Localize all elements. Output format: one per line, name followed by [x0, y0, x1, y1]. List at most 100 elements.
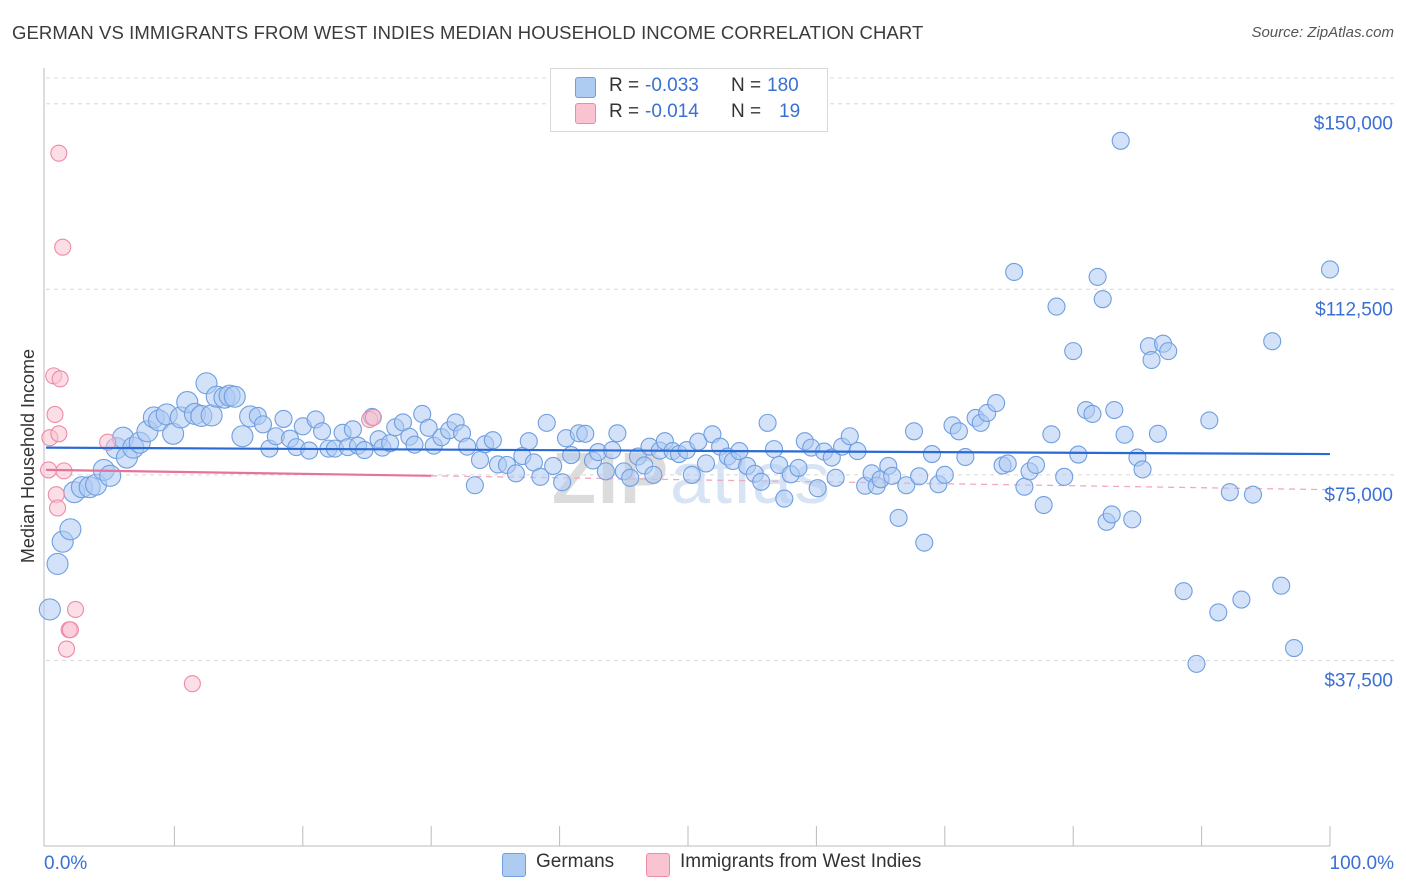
y-tick-label: $37,500	[1324, 670, 1393, 691]
germans-point	[59, 518, 82, 541]
germans-point	[46, 552, 69, 575]
germans-point	[99, 464, 122, 487]
legend-swatch-germans	[575, 77, 596, 98]
west-indies-trend-line	[45, 468, 432, 477]
germans-point	[826, 468, 845, 487]
germans-point	[1026, 455, 1046, 474]
west-indies-trend-extension	[431, 475, 1331, 491]
west-indies-point	[99, 433, 117, 451]
grid-lines	[46, 77, 1394, 661]
germans-point	[1115, 425, 1134, 444]
germans-point	[405, 435, 424, 454]
germans-point	[1243, 485, 1263, 504]
legend-r-label: R =	[609, 75, 640, 96]
y-tick-label: $112,500	[1315, 299, 1393, 320]
germans-point	[313, 422, 332, 441]
germans-point	[758, 413, 777, 432]
germans-point	[1105, 400, 1124, 420]
germans-point	[1200, 411, 1219, 430]
germans-point	[253, 415, 273, 434]
germans-point	[889, 508, 908, 527]
germans-point	[915, 533, 934, 552]
axes	[43, 68, 1331, 847]
x-tick-label-max: 100.0%	[1330, 853, 1395, 874]
germans-point	[897, 476, 916, 495]
germans-point	[1133, 460, 1152, 479]
germans-point	[1123, 510, 1142, 529]
germans-point	[1263, 332, 1282, 351]
germans-point	[1209, 603, 1228, 622]
germans-point	[300, 441, 319, 460]
legend-n-label: N =	[731, 75, 762, 96]
bottom-legend-label-west-indies: Immigrants from West Indies	[680, 851, 922, 872]
germans-point	[1272, 576, 1291, 595]
germans-point	[519, 432, 538, 451]
y-tick-label: $75,000	[1324, 485, 1393, 506]
legend-n-value: 19	[779, 101, 801, 122]
bottom-legend-swatch-germans	[502, 853, 526, 877]
germans-point	[696, 454, 716, 473]
y-tick-label: $150,000	[1314, 114, 1393, 135]
germans-trend-line	[45, 446, 1331, 456]
correlation-legend: R = -0.033 N = 180 R = -0.014 N = 19	[550, 68, 828, 132]
germans-point	[223, 385, 246, 408]
germans-point	[1320, 260, 1340, 279]
legend-swatch-west-indies	[575, 103, 596, 124]
west-indies-point	[46, 405, 64, 424]
germans-point	[544, 456, 563, 475]
west-indies-point	[51, 370, 69, 388]
germans-point	[752, 472, 771, 491]
germans-point	[506, 464, 525, 483]
germans-point	[576, 424, 595, 443]
germans-point	[38, 598, 61, 621]
germans-point	[531, 467, 550, 486]
germans-point	[883, 466, 902, 485]
germans-point	[1047, 297, 1066, 316]
axis-labels: $37,500 $75,000 $112,500 $150,000 0.0% 100.0%…	[18, 114, 1394, 874]
trend-lines-back	[431, 475, 1331, 491]
germans-point	[949, 422, 968, 441]
germans-point	[231, 425, 254, 448]
trend-lines	[45, 446, 1331, 477]
germans-point	[1055, 467, 1074, 486]
germans-point	[470, 450, 490, 470]
germans-point	[1220, 483, 1239, 502]
source-label: Source: ZipAtlas.com	[1251, 24, 1394, 41]
germans-point	[1088, 267, 1107, 286]
legend-n-label: N =	[731, 101, 762, 122]
west-indies-point	[364, 408, 382, 426]
germans-point	[465, 476, 484, 495]
bottom-legend-swatch-west-indies	[646, 853, 670, 877]
legend-r-value: -0.014	[645, 101, 699, 122]
germans-point	[764, 440, 784, 459]
y-axis-title: Median Household Income	[18, 349, 38, 563]
germans-point	[1142, 350, 1161, 370]
germans-point	[562, 446, 581, 465]
west-indies-point	[57, 640, 76, 658]
germans-point	[1083, 404, 1102, 424]
germans-point	[1102, 505, 1121, 524]
bottom-legend-label-germans: Germans	[536, 851, 615, 872]
chart-title: GERMAN VS IMMIGRANTS FROM WEST INDIES ME…	[12, 22, 924, 43]
germans-point	[644, 465, 663, 484]
germans-point	[1093, 290, 1112, 309]
west-indies-point	[50, 425, 68, 443]
west-indies-point	[54, 238, 72, 256]
x-tick-label-min: 0.0%	[44, 853, 87, 874]
germans-point	[998, 454, 1017, 473]
germans-point	[1284, 639, 1304, 658]
germans-point	[343, 420, 362, 439]
germans-point	[1069, 445, 1088, 464]
germans-point	[1042, 425, 1061, 444]
west-indies-point	[183, 675, 201, 693]
germans-point	[1111, 131, 1130, 150]
west-indies-point	[49, 499, 67, 517]
germans-point	[935, 465, 954, 484]
germans-point	[200, 404, 223, 427]
germans-point	[1187, 654, 1206, 673]
germans-point	[808, 479, 827, 498]
germans-point	[1034, 495, 1053, 515]
germans-point	[608, 424, 627, 443]
west-indies-point	[50, 144, 68, 162]
